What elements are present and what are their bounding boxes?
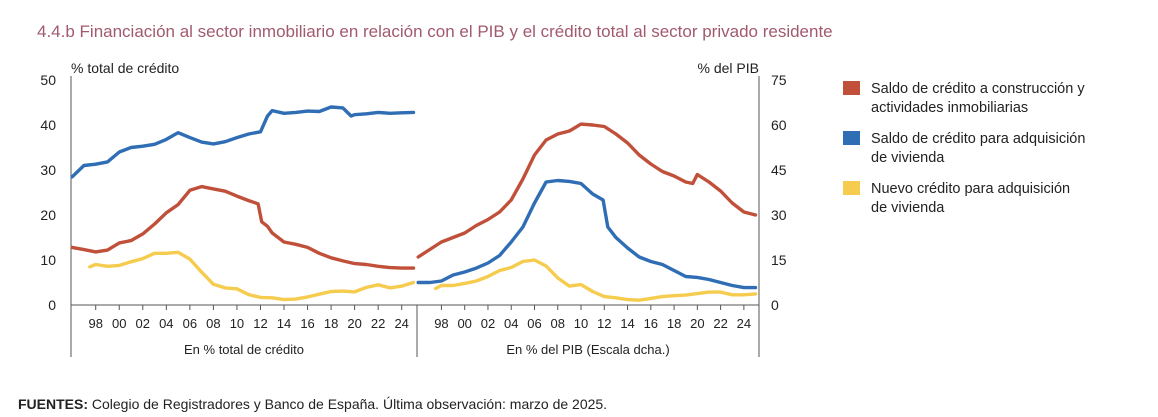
legend: Saldo de crédito a construcción y activid…: [843, 81, 1085, 216]
left-y-tick-label: 50: [40, 72, 56, 88]
legend-label: de vivienda: [871, 200, 945, 216]
x-tick-label: 22: [371, 316, 385, 331]
right-y-tick-label: 60: [771, 117, 787, 133]
x-tick-label: 02: [481, 316, 495, 331]
axes-frame: [70, 76, 760, 357]
x-tick-label: 08: [206, 316, 220, 331]
legend-swatch: [843, 181, 860, 195]
x-tick-label: 20: [347, 316, 361, 331]
right-y-tick-label: 0: [771, 297, 779, 313]
left-y-tick-label: 0: [48, 297, 56, 313]
x-tick-label: 14: [620, 316, 634, 331]
x-tick-label: 12: [253, 316, 267, 331]
left-y-tick-label: 40: [40, 117, 56, 133]
left-axis-title: % total de crédito: [71, 60, 179, 76]
panel-label: En % total de crédito: [184, 342, 304, 357]
x-tick-label: 04: [504, 316, 518, 331]
x-tick-label: 98: [88, 316, 102, 331]
x-tick-label: 02: [136, 316, 150, 331]
legend-label: Nuevo crédito para adquisición: [871, 181, 1070, 197]
x-tick-label: 06: [183, 316, 197, 331]
x-tick-label: 98: [434, 316, 448, 331]
left-y-tick-label: 30: [40, 162, 56, 178]
x-tick-label: 12: [597, 316, 611, 331]
legend-label: de vivienda: [871, 150, 945, 166]
legend-swatch: [843, 81, 860, 95]
series-line-3: [433, 258, 758, 302]
x-tick-label: 24: [394, 316, 408, 331]
source-note: FUENTES: Colegio de Registradores y Banc…: [18, 396, 607, 412]
series-line-2: [70, 105, 416, 179]
source-text: Colegio de Registradores y Banco de Espa…: [88, 396, 607, 412]
legend-label: Saldo de crédito a construcción y: [871, 81, 1085, 97]
panel-label: En % del PIB (Escala dcha.): [506, 342, 669, 357]
x-tick-label: 10: [230, 316, 244, 331]
x-tick-label: 10: [574, 316, 588, 331]
x-tick-label: 04: [159, 316, 173, 331]
source-label: FUENTES:: [18, 396, 88, 412]
right-panel: 98 00 02 04 06 08 10 12 14 16 18 20 22 24 En % del PIB…: [416, 122, 758, 357]
x-tick-label: 20: [690, 316, 704, 331]
x-tick-label: 00: [112, 316, 126, 331]
series-line-1: [70, 184, 416, 270]
left-panel: 98 00 02 04 06 08 10 12 14 16 18 20 22 24 En % total d…: [70, 105, 416, 357]
right-y-tick-label: 75: [771, 72, 787, 88]
figure-title: 4.4.b Financiación al sector inmobiliari…: [37, 22, 833, 41]
x-tick-label: 00: [457, 316, 471, 331]
series-line-2: [416, 178, 758, 290]
x-tick-label: 08: [551, 316, 565, 331]
left-y-tick-label: 20: [40, 207, 56, 223]
x-tick-label: 24: [737, 316, 751, 331]
right-y-tick-label: 45: [771, 162, 787, 178]
series-line-3: [88, 250, 416, 302]
x-tick-label: 16: [644, 316, 658, 331]
x-tick-label: 18: [324, 316, 338, 331]
left-y-axis: 0 10 20 30 40 50: [40, 72, 56, 313]
legend-label: Saldo de crédito para adquisición: [871, 131, 1085, 147]
x-tick-label: 16: [300, 316, 314, 331]
x-tick-label: 06: [527, 316, 541, 331]
x-tick-label: 14: [277, 316, 291, 331]
legend-swatch: [843, 131, 860, 145]
right-y-tick-label: 15: [771, 252, 787, 268]
right-axis-title: % del PIB: [698, 60, 759, 76]
x-tick-label: 18: [667, 316, 681, 331]
left-y-tick-label: 10: [40, 252, 56, 268]
right-y-axis: 0 15 30 45 60 75: [771, 72, 787, 313]
x-tick-label: 22: [713, 316, 727, 331]
legend-label: actividades inmobiliarias: [871, 100, 1028, 116]
right-y-tick-label: 30: [771, 207, 787, 223]
series-line-1: [416, 122, 758, 259]
